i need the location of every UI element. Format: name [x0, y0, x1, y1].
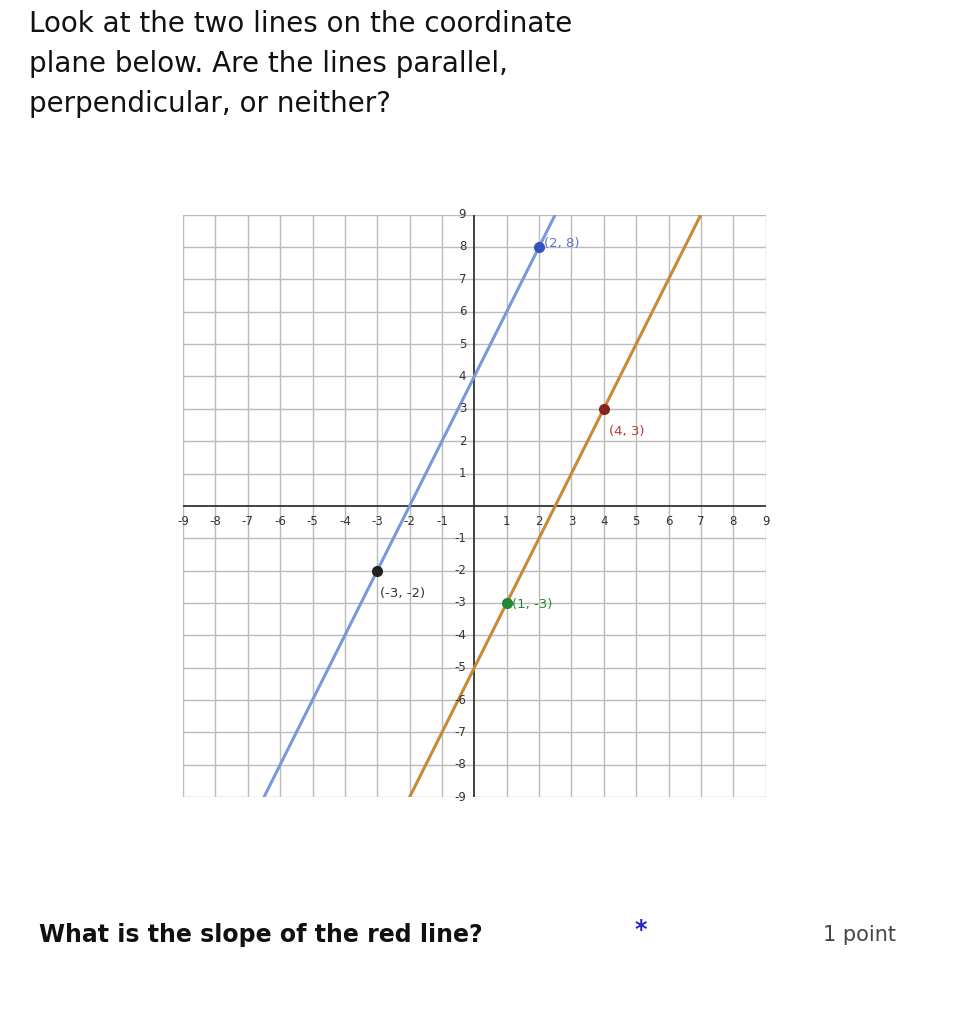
Text: -9: -9 — [454, 791, 467, 803]
Text: (-3, -2): (-3, -2) — [380, 587, 426, 600]
Text: 7: 7 — [459, 273, 467, 286]
Text: 4: 4 — [459, 370, 467, 383]
Text: 1 point: 1 point — [823, 925, 895, 945]
Text: 4: 4 — [600, 515, 608, 528]
Text: -6: -6 — [454, 694, 467, 706]
Text: *: * — [634, 918, 647, 942]
Text: -5: -5 — [455, 661, 467, 675]
Text: -3: -3 — [455, 597, 467, 609]
Text: 5: 5 — [459, 337, 467, 351]
Text: 3: 3 — [459, 403, 467, 415]
Text: 2: 2 — [535, 515, 543, 528]
Text: (1, -3): (1, -3) — [511, 598, 552, 611]
Text: 1: 1 — [459, 467, 467, 480]
Text: -6: -6 — [274, 515, 287, 528]
Text: -5: -5 — [307, 515, 318, 528]
Text: 6: 6 — [459, 306, 467, 318]
Text: -1: -1 — [454, 531, 467, 545]
Text: 6: 6 — [665, 515, 672, 528]
Text: 8: 8 — [459, 240, 467, 253]
Text: Look at the two lines on the coordinate
plane below. Are the lines parallel,
per: Look at the two lines on the coordinate … — [29, 10, 572, 119]
Text: (2, 8): (2, 8) — [544, 237, 580, 250]
Text: -1: -1 — [436, 515, 448, 528]
Text: 7: 7 — [697, 515, 705, 528]
Text: 9: 9 — [459, 208, 467, 221]
Text: -4: -4 — [339, 515, 350, 528]
Text: 5: 5 — [632, 515, 640, 528]
Text: -8: -8 — [209, 515, 222, 528]
Text: -9: -9 — [177, 515, 189, 528]
Text: -2: -2 — [454, 564, 467, 577]
Text: -3: -3 — [372, 515, 383, 528]
Text: 2: 2 — [459, 434, 467, 448]
Text: What is the slope of the red line?: What is the slope of the red line? — [39, 923, 482, 946]
Text: -2: -2 — [404, 515, 415, 528]
Text: (4, 3): (4, 3) — [609, 425, 644, 437]
Text: -8: -8 — [455, 758, 467, 772]
Text: 1: 1 — [503, 515, 510, 528]
Text: -7: -7 — [242, 515, 254, 528]
Text: -4: -4 — [454, 629, 467, 642]
Text: -7: -7 — [454, 726, 467, 739]
Text: 3: 3 — [567, 515, 575, 528]
Text: 8: 8 — [730, 515, 737, 528]
Text: 9: 9 — [762, 515, 770, 528]
